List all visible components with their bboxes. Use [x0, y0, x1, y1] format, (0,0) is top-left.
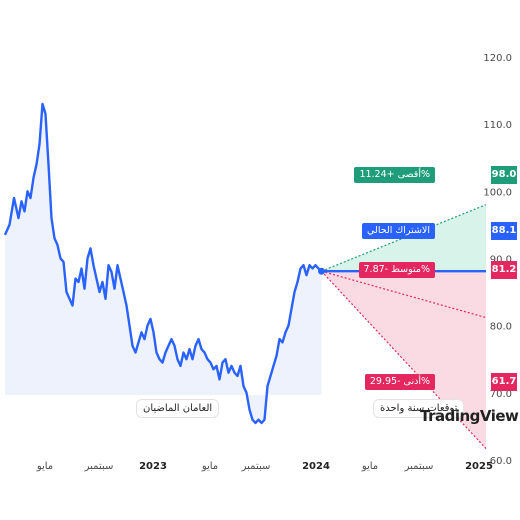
x-tick-label: مايو: [201, 461, 218, 472]
y-tick-label: 100.0: [483, 187, 512, 198]
current-price-dot: [318, 267, 325, 275]
y-tick-label: 90.0: [490, 254, 512, 265]
x-tick-label: 2023: [139, 461, 167, 472]
y-tick-label: 60.0: [490, 456, 512, 467]
forecast-current-value: 88.1: [491, 222, 517, 240]
x-tick-label: سبتمبر: [241, 461, 271, 472]
x-tick-label: مايو: [361, 461, 378, 472]
price-line: [3, 102, 323, 425]
forecast-min-line: [321, 270, 487, 450]
y-tick-label: 120.0: [483, 53, 512, 64]
y-tick-label: 80.0: [490, 322, 512, 333]
y-tick-label: 70.0: [490, 389, 512, 400]
x-tick-label: مايو: [36, 461, 53, 472]
past-period-label: العامان الماضيان: [136, 399, 220, 418]
forecast-min-value: 61.7: [491, 373, 517, 391]
price-area: [5, 103, 322, 424]
forecast-current-label: الاشتراك الحالي: [362, 223, 435, 239]
tradingview-logo: TradingView: [420, 407, 519, 425]
x-tick-label: 2024: [302, 461, 330, 472]
x-tick-label: سبتمبر: [84, 461, 114, 472]
forecast-min-label: أدنى -29.95%: [364, 374, 435, 390]
forecast-avg-value: 81.2: [491, 261, 517, 279]
y-tick-label: 110.0: [483, 120, 512, 131]
forecast-avg-line: [321, 270, 487, 319]
x-tick-label: 2025: [465, 461, 493, 472]
forecast-max-label: أقصى +11.24%: [354, 167, 435, 183]
forecast-avg-label: متوسط -7.87%: [358, 262, 435, 278]
x-tick-label: سبتمبر: [404, 461, 434, 472]
logo-text: TradingView: [420, 407, 519, 425]
forecast-max-value: 98.0: [491, 166, 517, 184]
forecast-period-label: توقعات سنة واحدة: [373, 399, 465, 418]
